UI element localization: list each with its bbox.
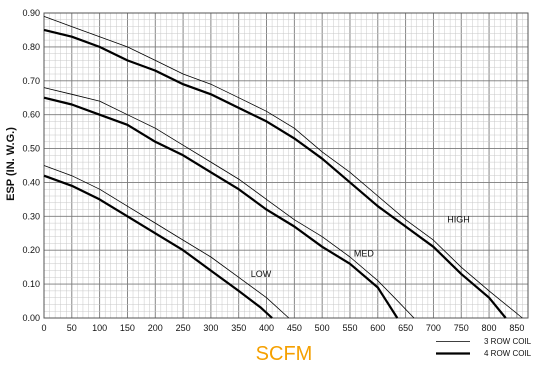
legend-3-row-label: 3 ROW COIL [484,337,532,346]
y-tick-label: 0.00 [22,313,40,323]
x-tick-label: 350 [231,323,246,333]
x-tick-label: 100 [92,323,107,333]
x-tick-label: 450 [287,323,302,333]
x-tick-label: 650 [398,323,413,333]
x-tick-label: 600 [370,323,385,333]
tick-layer: 0 50 100 150 200 250 300 350 400 450 500 550 600 650 7… [22,8,524,333]
y-tick-label: 0.10 [22,279,40,289]
y-tick-label: 0.80 [22,42,40,52]
x-tick-label: 750 [454,323,469,333]
curve-med-3-row [43,87,415,319]
x-tick-label: 50 [67,323,77,333]
y-tick-label: 0.30 [22,211,40,221]
x-tick-label: 250 [176,323,191,333]
x-tick-label: 300 [203,323,218,333]
x-tick-label: 800 [482,323,497,333]
curve-layer [43,16,523,319]
grid-layer [43,12,529,319]
y-tick-label: 0.70 [22,76,40,86]
y-tick-label: 0.60 [22,110,40,120]
x-tick-label: 500 [315,323,330,333]
curve-high-4-row [43,28,507,319]
x-tick-label: 0 [41,323,46,333]
y-tick-label: 0.90 [22,8,40,18]
x-tick-label: 850 [509,323,524,333]
x-tick-label: 200 [148,323,163,333]
curve-high-3-row [43,16,523,319]
x-tick-label: 400 [259,323,274,333]
y-tick-label: 0.50 [22,144,40,154]
y-tick-label: 0.20 [22,245,40,255]
x-tick-label: 150 [120,323,135,333]
plot-area [44,13,528,318]
y-tick-label: 0.40 [22,177,40,187]
curve-label-high: HIGH [447,215,470,225]
curve-low-3-row [43,165,290,319]
x-axis-title: SCFM [256,343,313,365]
label-layer: HIGH MED LOW [251,215,470,279]
curve-label-low: LOW [251,269,272,279]
x-tick-label: 550 [342,323,357,333]
y-axis-title: ESP (IN. W.G.) [5,127,17,201]
x-tick-label: 700 [426,323,441,333]
curve-med-4-row [43,96,399,319]
legend: 3 ROW COIL 4 ROW COIL [436,337,532,358]
curve-label-med: MED [354,249,375,259]
legend-4-row-label: 4 ROW COIL [484,349,532,358]
curve-low-4-row [43,174,273,319]
